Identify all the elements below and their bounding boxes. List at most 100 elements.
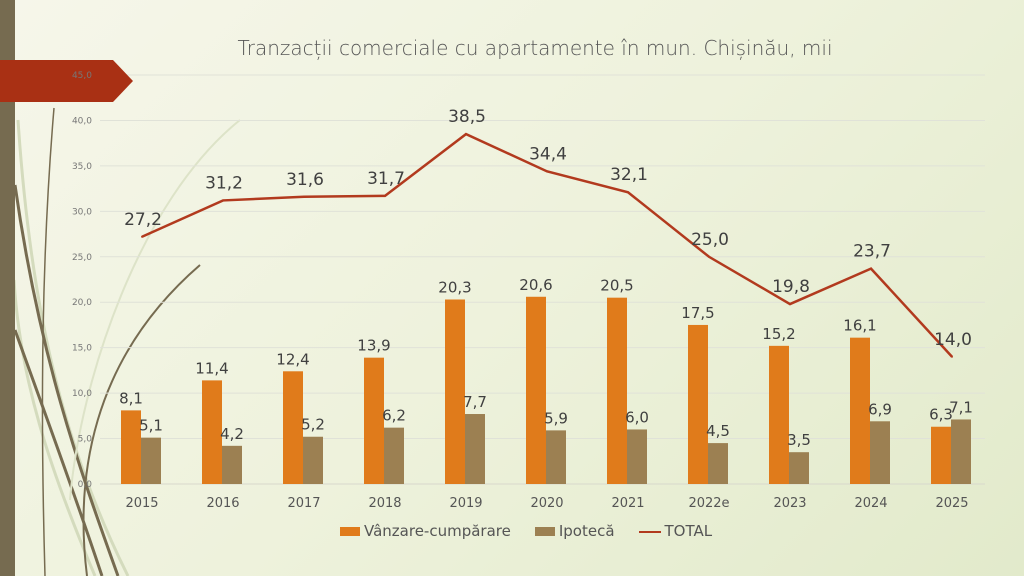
bar-mortgage [465, 414, 485, 484]
y-tick-label: 0,0 [78, 480, 93, 490]
data-label-sales: 13,9 [357, 337, 390, 355]
data-label-mortgage: 7,1 [949, 398, 973, 416]
point-total [789, 303, 791, 306]
bar-sales [202, 380, 222, 484]
data-label-total: 34,4 [529, 144, 567, 164]
bar-sales [688, 324, 708, 484]
legend-swatch [534, 527, 555, 536]
data-label-total: 25,0 [691, 230, 729, 250]
bar-sales [283, 371, 303, 484]
point-total [384, 194, 386, 197]
data-label-sales: 20,5 [600, 277, 633, 295]
y-tick-label: 15,0 [72, 344, 92, 354]
data-label-sales: 12,4 [276, 350, 309, 368]
y-tick-label: 5,0 [78, 435, 93, 445]
data-label-mortgage: 7,7 [463, 393, 487, 411]
x-tick-label: 2016 [206, 496, 239, 511]
bar-mortgage [546, 430, 566, 484]
point-total [222, 199, 224, 202]
data-label-mortgage: 6,9 [868, 400, 892, 418]
bar-mortgage [222, 445, 242, 484]
legend-label: TOTAL [664, 522, 713, 540]
data-label-total: 31,2 [205, 173, 243, 193]
bar-sales [364, 357, 384, 484]
point-total [708, 255, 710, 258]
x-tick-label: 2017 [287, 496, 320, 511]
data-label-total: 19,8 [772, 277, 810, 297]
legend-label: Ipotecă [558, 522, 615, 540]
data-label-total: 32,1 [610, 165, 648, 185]
x-tick-label: 2021 [611, 496, 644, 511]
bar-mortgage [627, 429, 647, 484]
legend-item-mortgage: Ipotecă [534, 522, 615, 540]
data-label-total: 27,2 [124, 210, 162, 230]
data-label-mortgage: 4,2 [220, 425, 244, 443]
data-label-total: 23,7 [853, 242, 891, 262]
bar-sales [607, 297, 627, 484]
point-total [627, 191, 629, 194]
bar-sales [931, 426, 951, 484]
bar-mortgage [303, 436, 323, 484]
x-tick-label: 2019 [449, 496, 482, 511]
bar-mortgage [870, 421, 890, 484]
data-label-total: 38,5 [448, 107, 486, 127]
data-label-mortgage: 4,5 [706, 422, 730, 440]
x-tick-label: 2018 [368, 496, 401, 511]
legend: Vânzare-cumpărare Ipotecă TOTAL [340, 522, 712, 540]
data-label-total: 31,6 [286, 170, 324, 190]
bar-sales [769, 345, 789, 484]
x-tick-label: 2020 [530, 496, 563, 511]
x-tick-label: 2015 [125, 496, 158, 511]
point-total [141, 235, 143, 238]
data-label-sales: 6,3 [929, 406, 953, 424]
bar-sales [526, 296, 546, 484]
data-label-total: 31,7 [367, 169, 405, 189]
decorative-curves [12, 107, 241, 576]
y-tick-label: 40,0 [72, 116, 92, 126]
legend-swatch [340, 527, 360, 536]
bar-sales [850, 337, 870, 484]
data-label-sales: 16,1 [843, 317, 876, 335]
chart-title: Tranzacții comerciale cu apartamente în … [237, 36, 833, 60]
bar-mortgage [141, 437, 161, 484]
legend-item-total: TOTAL [638, 522, 713, 540]
legend-label: Vânzare-cumpărare [364, 522, 511, 540]
y-tick-label: 30,0 [72, 207, 92, 217]
x-tick-label: 2024 [854, 496, 887, 511]
y-tick-label: 10,0 [72, 389, 92, 399]
bar-sales [445, 299, 465, 484]
legend-item-sales: Vânzare-cumpărare [340, 522, 511, 540]
bar-mortgage [708, 443, 728, 484]
data-label-total: 14,0 [934, 330, 972, 350]
y-tick-label: 45,0 [72, 71, 92, 81]
side-stripe [0, 0, 15, 576]
legend-swatch [638, 530, 661, 533]
data-label-sales: 17,5 [681, 304, 714, 322]
data-label-sales: 11,4 [195, 359, 228, 377]
data-label-sales: 15,2 [762, 325, 795, 343]
x-tick-label: 2022e [688, 496, 729, 511]
bar-sales [121, 410, 141, 484]
x-tick-label: 2025 [935, 496, 968, 511]
point-total [951, 355, 953, 358]
data-label-mortgage: 3,5 [787, 431, 811, 449]
bar-mortgage [384, 427, 404, 484]
x-tick-label: 2023 [773, 496, 806, 511]
point-total [303, 195, 305, 198]
banner-arrow [0, 60, 133, 102]
data-label-mortgage: 5,1 [139, 417, 163, 435]
bar-mortgage [951, 419, 971, 484]
data-label-mortgage: 5,9 [544, 409, 568, 427]
point-total [870, 267, 872, 270]
bar-mortgage [789, 452, 809, 484]
point-total [546, 170, 548, 173]
y-tick-label: 20,0 [72, 298, 92, 308]
y-tick-label: 35,0 [72, 162, 92, 172]
data-label-mortgage: 6,0 [625, 408, 649, 426]
line-total [141, 132, 953, 358]
data-label-sales: 20,6 [519, 276, 552, 294]
data-label-sales: 8,1 [119, 389, 143, 407]
data-label-mortgage: 5,2 [301, 416, 325, 434]
y-tick-label: 25,0 [72, 253, 92, 263]
